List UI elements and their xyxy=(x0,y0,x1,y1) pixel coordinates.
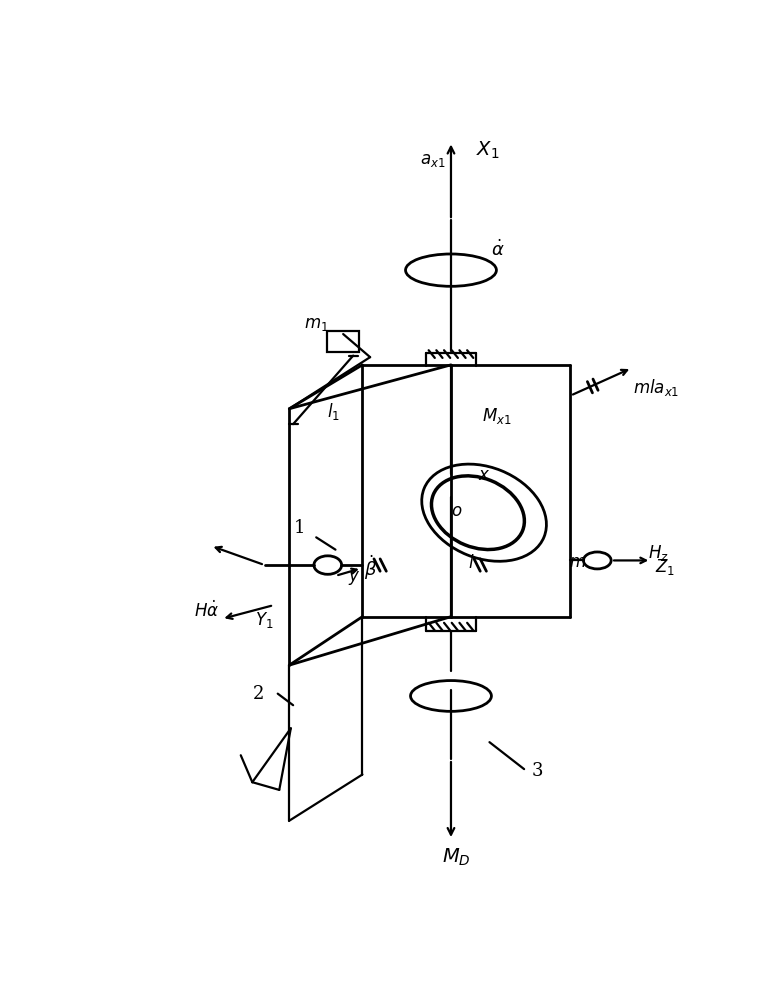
Text: $l_1$: $l_1$ xyxy=(327,401,341,422)
Text: 1: 1 xyxy=(294,519,305,537)
Text: $\dot{\alpha}$: $\dot{\alpha}$ xyxy=(491,239,505,260)
Text: $\dot{\beta}$: $\dot{\beta}$ xyxy=(364,554,376,582)
Text: $m_1$: $m_1$ xyxy=(304,316,329,333)
Text: $m$: $m$ xyxy=(569,554,587,571)
Text: $M_{x1}$: $M_{x1}$ xyxy=(483,406,512,426)
Text: $x$: $x$ xyxy=(478,467,490,484)
Text: $M_D$: $M_D$ xyxy=(442,847,471,868)
Text: $l$: $l$ xyxy=(468,554,475,572)
Text: $a_{x1}$: $a_{x1}$ xyxy=(420,152,446,169)
Text: $o$: $o$ xyxy=(452,503,463,520)
Text: $Y_1$: $Y_1$ xyxy=(255,610,274,631)
Text: $mla_{x1}$: $mla_{x1}$ xyxy=(633,377,679,398)
Text: $y$: $y$ xyxy=(348,569,361,587)
Text: $X_1$: $X_1$ xyxy=(476,140,499,161)
Text: $H\dot{\alpha}$: $H\dot{\alpha}$ xyxy=(194,601,219,621)
FancyBboxPatch shape xyxy=(327,331,359,352)
Text: $H_z$: $H_z$ xyxy=(648,543,669,563)
Text: 2: 2 xyxy=(253,685,264,703)
Text: $Z_1$: $Z_1$ xyxy=(655,557,675,577)
Text: 3: 3 xyxy=(531,762,543,780)
